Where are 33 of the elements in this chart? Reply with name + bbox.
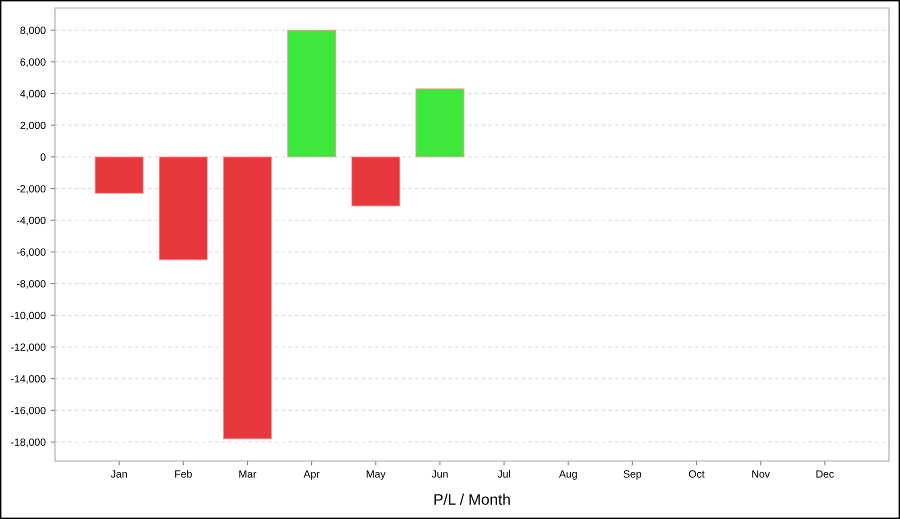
bar: [222, 156, 272, 440]
y-tick-label: 8,000: [20, 26, 46, 36]
bar: [287, 30, 336, 158]
bar: [94, 156, 144, 194]
y-tick-label: -14,000: [11, 375, 46, 384]
bar: [415, 88, 464, 158]
y-tick-label: -4,000: [16, 216, 46, 226]
x-tick-label: Mar: [239, 470, 256, 478]
y-tick-label: -8,000: [16, 280, 46, 289]
x-axis-title: P/L / Month: [434, 494, 510, 505]
x-tick-label: Dec: [816, 470, 834, 478]
y-tick-label: -12,000: [11, 343, 46, 352]
y-tick-label: -16,000: [11, 406, 46, 416]
x-tick-label: May: [366, 470, 386, 480]
y-tick-label: -2,000: [16, 185, 46, 194]
x-tick-label: Aug: [558, 470, 577, 480]
x-tick-label: Jul: [498, 470, 510, 478]
y-tick-label: -6,000: [16, 248, 46, 258]
y-tick-label: -18,000: [11, 438, 46, 448]
x-tick-label: Apr: [304, 470, 320, 480]
y-tick-label: 6,000: [20, 58, 46, 67]
y-tick-label: 2,000: [20, 122, 46, 130]
y-tick-label: 0: [40, 153, 46, 161]
y-tick-label: 4,000: [20, 90, 46, 99]
x-tick-label: Feb: [175, 470, 192, 478]
x-tick-label: Nov: [752, 470, 770, 478]
x-tick-label: Sep: [624, 470, 642, 480]
x-tick-label: Jan: [110, 470, 127, 478]
y-tick-label: -10,000: [11, 312, 46, 320]
x-tick-label: Jun: [432, 470, 448, 478]
x-tick-label: Oct: [688, 470, 705, 478]
bar: [351, 156, 400, 206]
bar: [158, 156, 208, 260]
